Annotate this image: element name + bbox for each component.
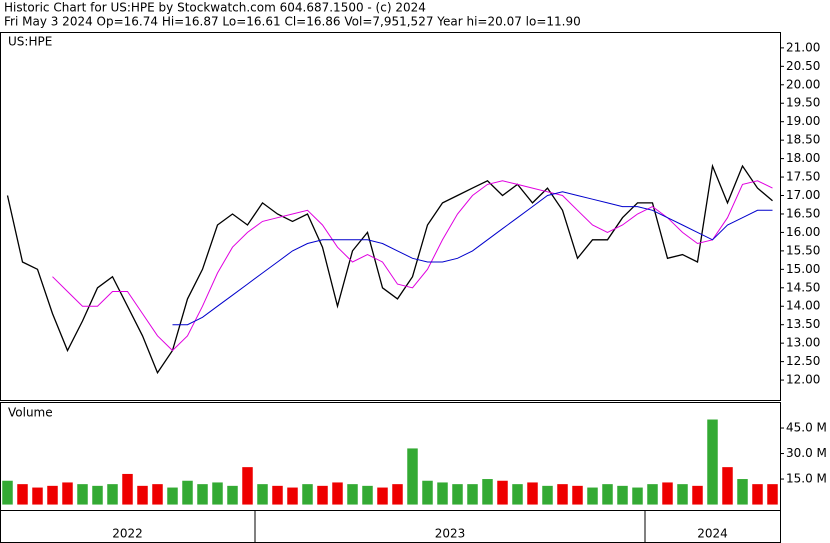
y-tick-label: 13.00 bbox=[786, 336, 820, 350]
volume-bar bbox=[617, 485, 628, 505]
volume-bar bbox=[572, 485, 583, 505]
volume-bar bbox=[767, 484, 778, 505]
y2-tick-label: 15.0 M bbox=[786, 472, 827, 486]
volume-bar bbox=[452, 484, 463, 505]
volume-bar bbox=[122, 473, 133, 505]
price-panel bbox=[0, 32, 781, 401]
volume-bar bbox=[107, 484, 118, 505]
chart-title: Historic Chart for US:HPE by Stockwatch.… bbox=[4, 1, 426, 15]
volume-bar bbox=[722, 467, 733, 505]
volume-label: Volume bbox=[8, 406, 53, 420]
series-line bbox=[6, 163, 773, 375]
volume-bar bbox=[242, 467, 253, 505]
volume-bar bbox=[257, 484, 268, 505]
volume-bar bbox=[227, 485, 238, 505]
y-tick-label: 16.50 bbox=[786, 206, 820, 220]
volume-bar bbox=[437, 482, 448, 505]
y-tick-label: 12.50 bbox=[786, 354, 820, 368]
volume-bar bbox=[647, 484, 658, 505]
y-tick-label: 15.50 bbox=[786, 243, 820, 257]
volume-bar bbox=[737, 479, 748, 505]
volume-bar bbox=[272, 485, 283, 505]
y-tick-label: 18.00 bbox=[786, 151, 820, 165]
volume-bar bbox=[527, 482, 538, 505]
volume-bar bbox=[512, 484, 523, 505]
volume-bar bbox=[677, 484, 688, 505]
year-label: 2022 bbox=[112, 527, 143, 541]
y-tick-label: 18.50 bbox=[786, 133, 820, 147]
y-tick-label: 13.50 bbox=[786, 317, 820, 331]
y-tick-label: 19.00 bbox=[786, 114, 820, 128]
volume-bar bbox=[692, 485, 703, 505]
volume-bar bbox=[497, 480, 508, 505]
volume-bar bbox=[362, 485, 373, 505]
volume-bar bbox=[752, 484, 763, 505]
volume-bar bbox=[47, 485, 58, 505]
volume-bar bbox=[62, 482, 73, 505]
chart-subtitle: Fri May 3 2024 Op=16.74 Hi=16.87 Lo=16.6… bbox=[4, 15, 581, 29]
y-tick-label: 17.00 bbox=[786, 188, 820, 202]
volume-bar bbox=[182, 480, 193, 505]
y2-tick-label: 30.0 M bbox=[786, 446, 827, 460]
y-tick-label: 14.00 bbox=[786, 299, 820, 313]
volume-bar bbox=[662, 482, 673, 505]
y-tick-label: 16.00 bbox=[786, 225, 820, 239]
series-line bbox=[52, 180, 773, 352]
volume-bar bbox=[2, 480, 13, 505]
volume-bar bbox=[77, 484, 88, 505]
y-tick-label: 14.50 bbox=[786, 280, 820, 294]
y-tick-label: 19.50 bbox=[786, 96, 820, 110]
volume-bar bbox=[317, 485, 328, 505]
volume-bar bbox=[587, 487, 598, 505]
volume-bar bbox=[377, 487, 388, 505]
volume-bar bbox=[287, 487, 298, 505]
volume-bar bbox=[632, 487, 643, 505]
y-tick-label: 20.00 bbox=[786, 77, 820, 91]
volume-bar bbox=[167, 487, 178, 505]
volume-bar bbox=[707, 419, 718, 505]
volume-bar bbox=[542, 485, 553, 505]
volume-bar bbox=[392, 484, 403, 505]
volume-bar bbox=[212, 482, 223, 505]
volume-bar bbox=[467, 484, 478, 505]
year-label: 2023 bbox=[435, 527, 466, 541]
volume-bar bbox=[92, 485, 103, 505]
volume-bar bbox=[332, 482, 343, 505]
y-tick-label: 15.00 bbox=[786, 262, 820, 276]
volume-bar bbox=[197, 484, 208, 505]
y-tick-label: 17.50 bbox=[786, 170, 820, 184]
volume-bar bbox=[152, 484, 163, 505]
volume-bar bbox=[347, 484, 358, 505]
volume-bar bbox=[137, 485, 148, 505]
volume-bar bbox=[32, 487, 43, 505]
volume-bar bbox=[17, 484, 28, 505]
volume-bar bbox=[422, 480, 433, 505]
year-label: 2024 bbox=[697, 527, 728, 541]
y-tick-label: 12.00 bbox=[786, 373, 820, 387]
y2-tick-label: 45.0 M bbox=[786, 421, 827, 435]
volume-bar bbox=[482, 479, 493, 505]
series-line bbox=[172, 191, 773, 326]
volume-bar bbox=[557, 484, 568, 505]
volume-bar bbox=[407, 448, 418, 505]
volume-bar bbox=[602, 484, 613, 505]
y-tick-label: 20.50 bbox=[786, 59, 820, 73]
y-tick-label: 21.00 bbox=[786, 40, 820, 54]
volume-bar bbox=[302, 484, 313, 505]
symbol-label: US:HPE bbox=[8, 35, 52, 49]
